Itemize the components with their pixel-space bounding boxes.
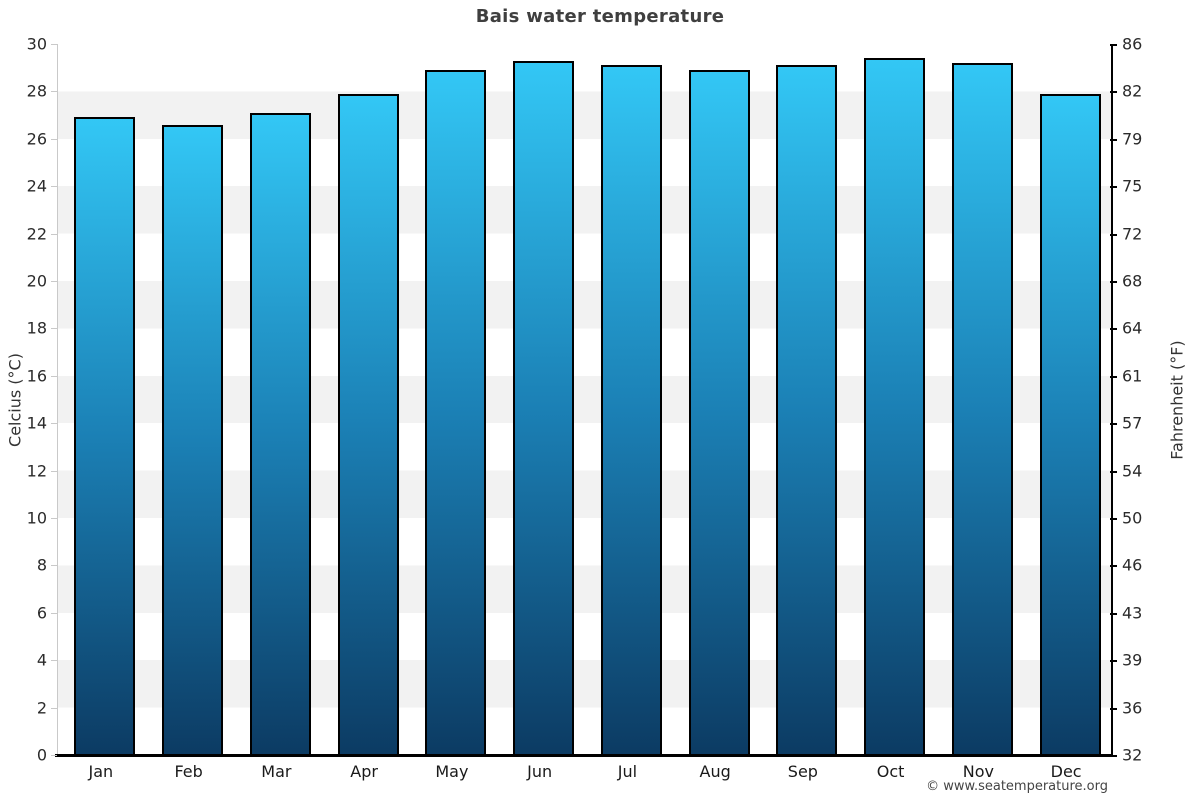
y-tick-right	[1110, 281, 1117, 283]
y-tick-label-celsius: 24	[26, 176, 47, 196]
y-tick-right	[1110, 233, 1117, 236]
bar-jan	[74, 117, 136, 755]
y-tick-label-fahrenheit: 57	[1122, 413, 1143, 433]
y-tick-left	[51, 44, 57, 45]
y-tick-label-fahrenheit: 46	[1122, 555, 1143, 575]
y-tick-right	[1110, 138, 1117, 141]
y-tick-label-celsius: 12	[26, 461, 47, 481]
y-tick-right	[1110, 44, 1117, 46]
x-tick-label-may: May	[435, 762, 469, 781]
y-tick-left	[51, 707, 57, 709]
y-tick-left	[51, 612, 57, 614]
y-tick-left	[51, 565, 57, 567]
y-tick-label-fahrenheit: 64	[1122, 318, 1143, 338]
x-tick-label-jul: Jul	[617, 762, 638, 781]
chart-title: Bais water temperature	[475, 6, 725, 27]
x-tick-label-sep: Sep	[787, 762, 818, 781]
y-tick-label-celsius: 2	[36, 698, 47, 718]
y-tick-right	[1110, 755, 1117, 757]
bar-mar	[249, 112, 311, 755]
y-tick-label-fahrenheit: 82	[1122, 81, 1143, 101]
y-tick-right	[1110, 375, 1117, 378]
bar-oct	[864, 58, 926, 755]
y-tick-right	[1110, 612, 1117, 615]
bar-jul	[600, 65, 662, 755]
y-tick-label-celsius: 6	[36, 603, 47, 623]
y-tick-label-fahrenheit: 43	[1122, 603, 1143, 623]
y-tick-label-celsius: 18	[26, 318, 47, 338]
y-tick-label-celsius: 8	[36, 555, 47, 575]
x-tick-label-jan: Jan	[88, 762, 114, 781]
y-tick-label-celsius: 14	[26, 413, 47, 433]
y-tick-label-fahrenheit: 86	[1122, 34, 1143, 54]
y-tick-left	[51, 470, 57, 472]
bar-sep	[776, 65, 838, 755]
y-tick-label-celsius: 26	[26, 129, 47, 149]
y-tick-right	[1110, 518, 1117, 520]
bar-nov	[951, 62, 1013, 755]
y-tick-label-fahrenheit: 68	[1122, 271, 1143, 291]
y-tick-left	[51, 186, 57, 188]
y-tick-label-fahrenheit: 79	[1122, 129, 1143, 149]
y-tick-left	[51, 423, 57, 425]
bar-feb	[162, 124, 224, 755]
y-tick-right	[1110, 423, 1117, 426]
y-tick-label-fahrenheit: 61	[1122, 366, 1143, 386]
y-tick-right	[1110, 707, 1117, 710]
x-tick-label-jun: Jun	[527, 762, 553, 781]
x-tick-label-apr: Apr	[350, 762, 378, 781]
y-tick-left	[51, 281, 57, 282]
y-tick-left	[51, 755, 57, 756]
y-tick-right	[1110, 660, 1117, 663]
y-tick-label-celsius: 28	[26, 81, 47, 101]
y-tick-left	[51, 138, 57, 140]
y-tick-label-fahrenheit: 75	[1122, 176, 1143, 196]
y-tick-label-celsius: 20	[26, 271, 47, 291]
y-tick-label-celsius: 10	[26, 508, 47, 528]
attribution-text: © www.seatemperature.org	[926, 779, 1108, 794]
y-tick-label-celsius: 4	[36, 650, 47, 670]
y-tick-left	[51, 660, 57, 662]
x-axis-line	[55, 754, 1113, 757]
y-tick-left	[51, 91, 57, 93]
y-tick-right	[1110, 91, 1117, 94]
y-tick-label-celsius: 16	[26, 366, 47, 386]
y-tick-label-fahrenheit: 32	[1122, 745, 1143, 765]
y-tick-right	[1110, 470, 1117, 473]
bar-aug	[688, 70, 750, 755]
y-tick-left	[51, 518, 57, 519]
x-tick-label-oct: Oct	[876, 762, 905, 781]
y-tick-left	[51, 375, 57, 377]
y-tick-right	[1110, 186, 1117, 189]
y-tick-label-celsius: 0	[36, 745, 47, 765]
x-tick-label-feb: Feb	[174, 762, 203, 781]
bar-dec	[1039, 93, 1101, 755]
x-tick-label-mar: Mar	[261, 762, 292, 781]
y-tick-label-celsius: 30	[26, 34, 47, 54]
y-tick-label-celsius: 22	[26, 224, 47, 244]
y-tick-right	[1110, 328, 1117, 331]
x-tick-label-aug: Aug	[699, 762, 731, 781]
y-tick-label-fahrenheit: 36	[1122, 698, 1143, 718]
plot-area	[57, 44, 1113, 755]
x-tick-label-dec: Dec	[1050, 762, 1082, 781]
y-tick-left	[51, 233, 57, 235]
x-tick-label-nov: Nov	[962, 762, 994, 781]
y-tick-left	[51, 328, 57, 330]
y-tick-right	[1110, 565, 1117, 568]
y-tick-label-fahrenheit: 50	[1122, 508, 1143, 528]
y-tick-label-fahrenheit: 54	[1122, 461, 1143, 481]
y-tick-label-fahrenheit: 39	[1122, 650, 1143, 670]
bar-may	[425, 70, 487, 755]
y-axis-title-fahrenheit: Fahrenheit (°F)	[1167, 340, 1187, 460]
bar-apr	[337, 93, 399, 755]
bar-jun	[513, 60, 575, 755]
y-tick-label-fahrenheit: 72	[1122, 224, 1143, 244]
